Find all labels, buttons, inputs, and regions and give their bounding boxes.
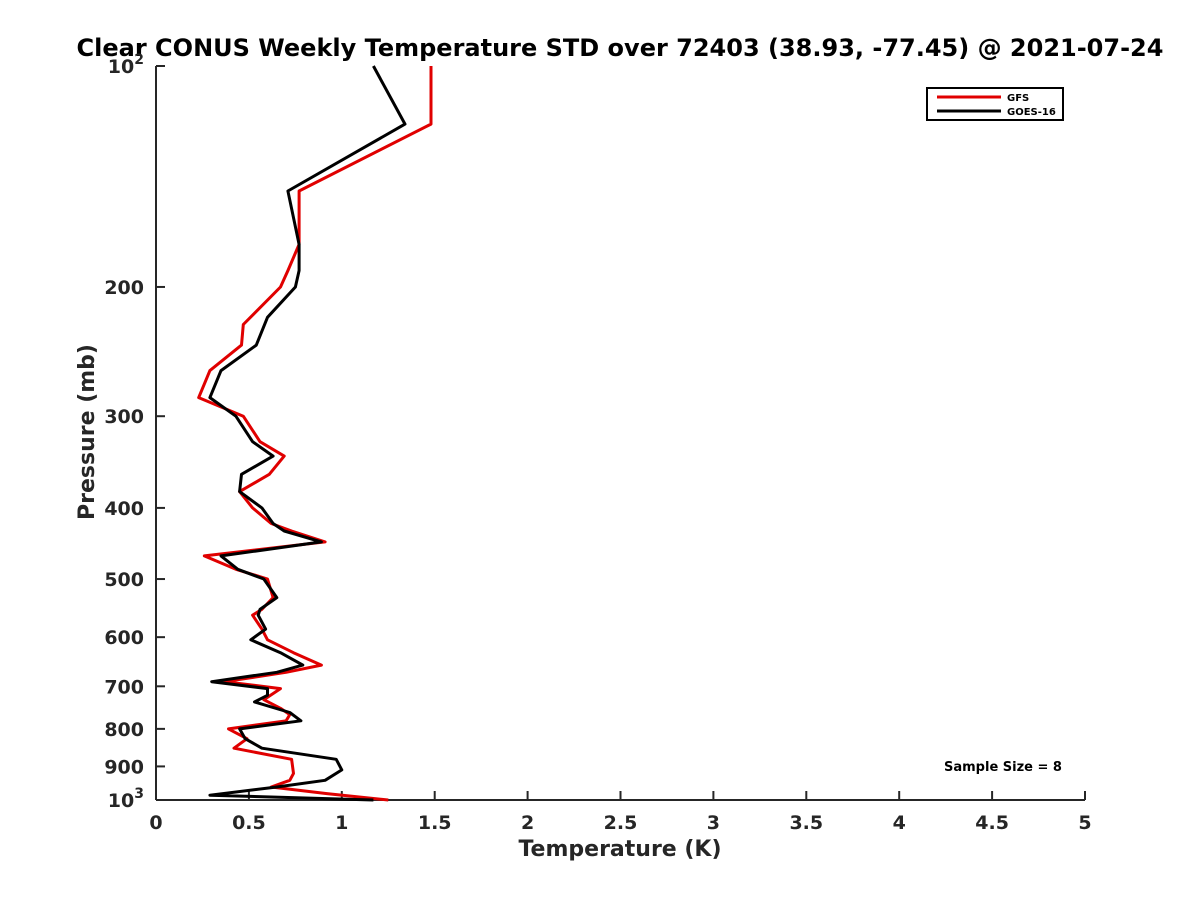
y-tick-label: 103 [108, 786, 144, 812]
legend-label: GOES-16 [1007, 107, 1056, 118]
x-tick-label: 4.5 [975, 812, 1009, 834]
series-line-goes-16 [208, 65, 407, 802]
x-tick-label: 1.5 [418, 812, 452, 834]
series-line-gfs [197, 66, 433, 802]
x-tick-label: 2.5 [604, 812, 638, 834]
x-tick-label: 0.5 [232, 812, 266, 834]
legend: GFS GOES-16 [926, 87, 1064, 121]
x-axis-label: Temperature (K) [518, 837, 721, 862]
x-tick-label: 5 [1078, 812, 1091, 834]
x-tick-label: 4 [893, 812, 906, 834]
y-axis-label: Pressure (mb) [75, 344, 100, 520]
y-tick-label: 900 [104, 756, 144, 778]
y-tick-label: 800 [104, 719, 144, 741]
x-tick-label: 1 [335, 812, 348, 834]
legend-label: GFS [1007, 93, 1029, 104]
sample-size-annotation: Sample Size = 8 [944, 760, 1062, 775]
y-tick-label: 500 [104, 569, 144, 591]
x-tick-label: 0 [149, 812, 162, 834]
legend-box [926, 87, 1064, 121]
y-tick-label: 600 [104, 627, 144, 649]
x-tick-label: 3 [707, 812, 720, 834]
x-tick-label: 3.5 [789, 812, 823, 834]
y-tick-label: 300 [104, 406, 144, 428]
plot-area: 0 0.5 1 1.5 2 2.5 3 3.5 4 4.5 5 102 200 300 400 500 600 7… [104, 52, 1091, 834]
y-tick-label: 102 [108, 52, 144, 78]
y-tick-label: 700 [104, 676, 144, 698]
chart-title: Clear CONUS Weekly Temperature STD over … [77, 34, 1164, 62]
y-tick-label: 200 [104, 277, 144, 299]
y-tick-label: 400 [104, 498, 144, 520]
x-tick-label: 2 [521, 812, 534, 834]
